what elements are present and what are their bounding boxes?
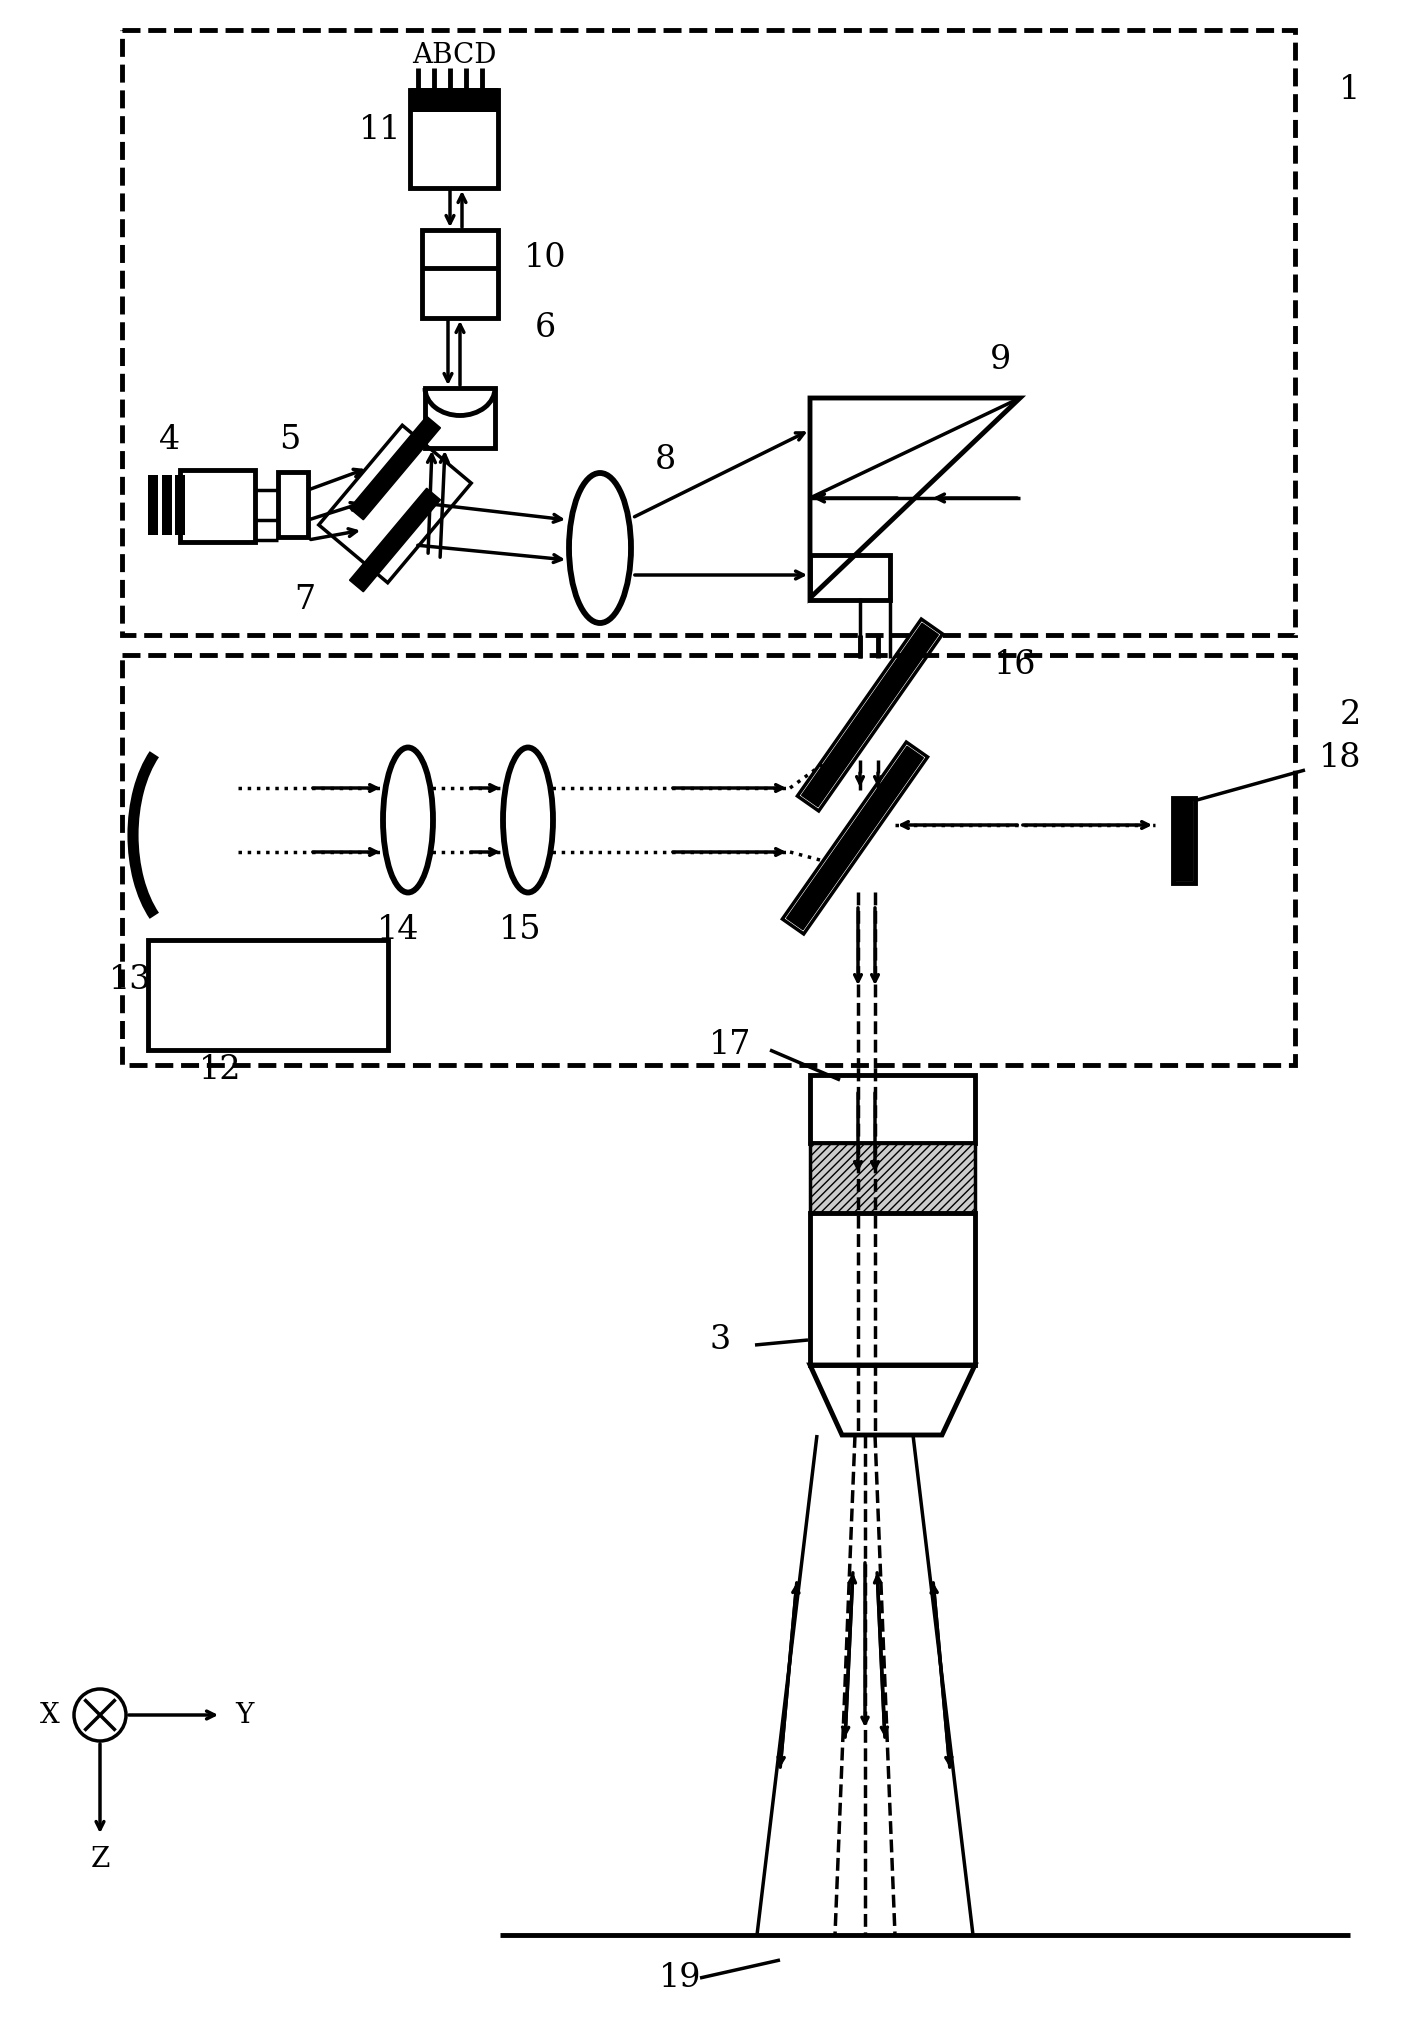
Text: 3: 3 [709,1324,731,1357]
Bar [148,940,389,1050]
Bar [810,1143,975,1212]
Bar [810,1212,975,1365]
Bar [148,476,158,535]
Bar [410,89,497,112]
Text: 7: 7 [294,584,315,616]
Polygon shape [787,746,924,930]
Text: 4: 4 [160,423,181,456]
Text: 18: 18 [1318,742,1361,775]
Polygon shape [349,488,441,592]
Text: 9: 9 [989,344,1010,376]
Text: 8: 8 [654,443,675,476]
Text: 2: 2 [1340,700,1361,730]
Text: 11: 11 [359,114,401,146]
Bar [810,555,890,600]
Bar [410,89,497,187]
Text: 13: 13 [109,964,151,997]
Text: 12: 12 [199,1054,242,1086]
Bar [810,1076,975,1143]
Text: 5: 5 [280,423,301,456]
Text: 6: 6 [534,311,555,344]
Bar [162,476,172,535]
Text: Z: Z [90,1845,110,1873]
Bar [1176,799,1193,881]
Bar [175,476,185,535]
Text: ABCD: ABCD [411,41,496,69]
Text: Y: Y [235,1702,253,1729]
Text: 15: 15 [499,913,541,946]
Text: X: X [40,1702,59,1729]
Text: 14: 14 [377,913,420,946]
Polygon shape [801,622,938,807]
Bar [422,230,497,317]
Text: 16: 16 [993,649,1036,681]
Bar [1173,797,1195,883]
Text: 1: 1 [1340,73,1361,106]
Text: 10: 10 [524,242,567,275]
Bar [179,470,254,541]
Polygon shape [349,417,441,521]
Text: 19: 19 [658,1963,701,1993]
Bar [278,472,308,537]
Bar [425,388,495,447]
Text: 17: 17 [709,1029,752,1062]
